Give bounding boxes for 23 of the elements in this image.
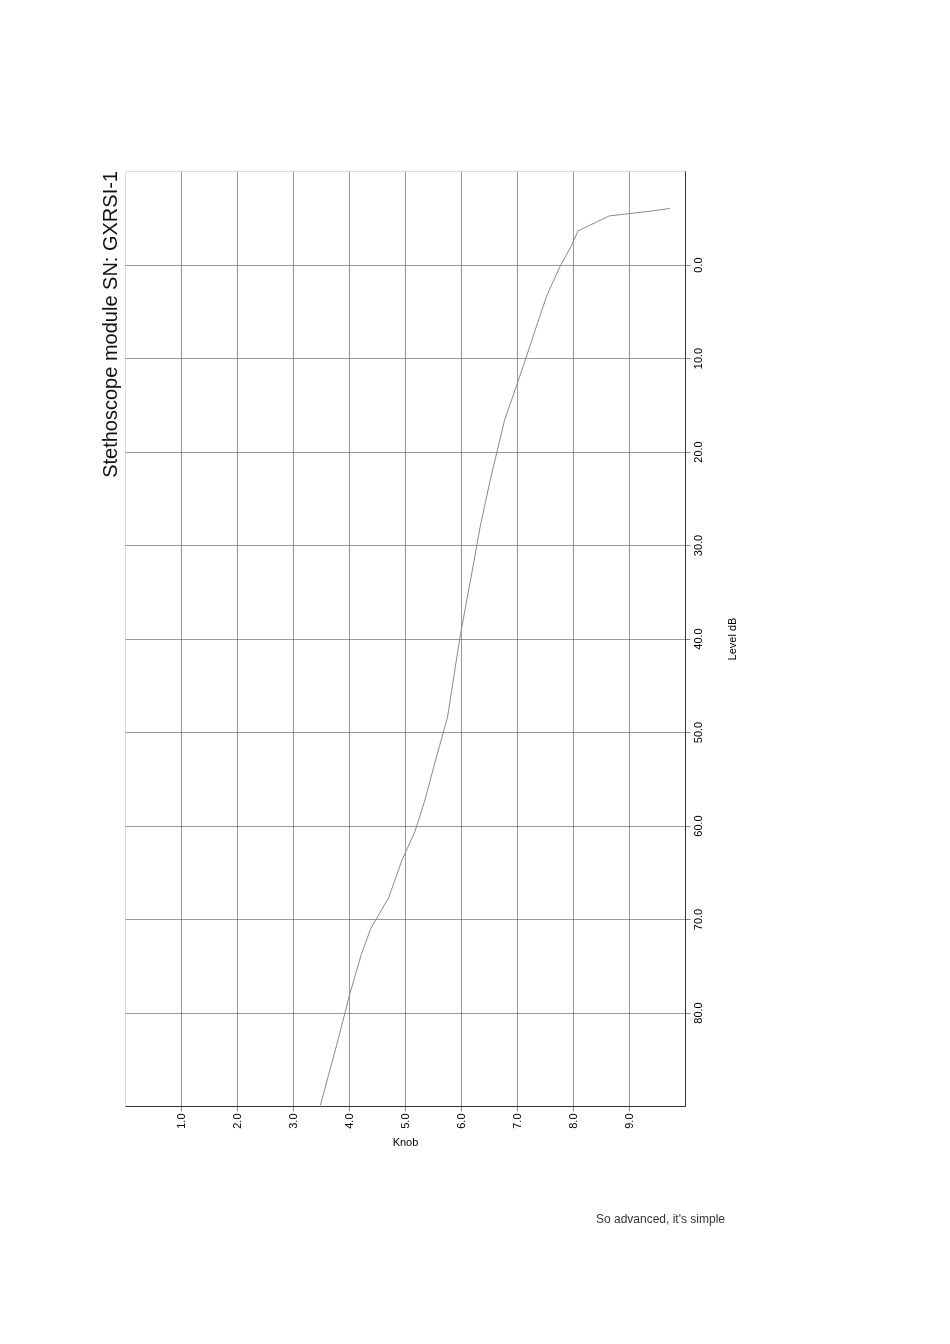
y-tick-label: 20.0 (691, 441, 704, 463)
y-tick-label: 60.0 (691, 815, 704, 837)
y-tick-label: 40.0 (691, 628, 704, 650)
x-tick-label: 3.0 (286, 1113, 299, 1129)
x-tick-label: 8.0 (566, 1113, 579, 1129)
y-tick-label: 10.0 (691, 347, 704, 370)
x-tick-label: 2.0 (230, 1113, 243, 1129)
y-axis-title: Level dB (725, 617, 738, 661)
x-tick-label: 4.0 (342, 1113, 355, 1129)
y-tick-label: 50.0 (691, 721, 704, 744)
x-tick-label: 5.0 (398, 1113, 411, 1129)
y-tick-label: 0.0 (691, 257, 704, 273)
x-tick-label: 9.0 (622, 1113, 635, 1129)
line-series (319, 207, 671, 1106)
y-tick-label: 30.0 (691, 534, 704, 557)
y-tick-label: 70.0 (691, 908, 704, 931)
x-axis-title: Knob (392, 1135, 419, 1148)
x-tick-label: 1.0 (174, 1113, 187, 1129)
x-tick-label: 6.0 (454, 1113, 467, 1129)
text: Stethoscope module SN: GXRSI-1 (99, 171, 121, 478)
x-tick-label: 7.0 (510, 1113, 523, 1129)
y-tick-label: 80.0 (691, 1002, 704, 1024)
text: So advanced, it's simple (595, 1212, 726, 1226)
